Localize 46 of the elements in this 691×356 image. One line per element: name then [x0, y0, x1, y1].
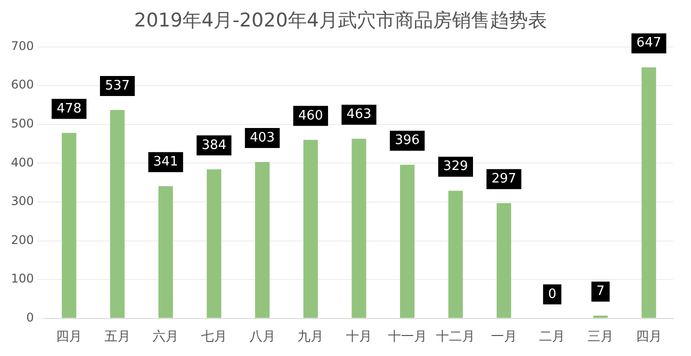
- x-tick-label: 十二月: [436, 330, 476, 345]
- x-tick-label: 四月: [636, 330, 662, 345]
- bar: [158, 186, 173, 318]
- data-label: 297: [491, 172, 516, 187]
- data-label: 460: [298, 108, 324, 124]
- data-label: 7: [596, 284, 605, 300]
- data-label: 647: [636, 36, 662, 51]
- bar: [255, 162, 270, 318]
- x-tick-label: 一月: [490, 330, 517, 345]
- chart-title: 2019年4月-2020年4月武穴市商品房销售趋势表: [134, 9, 547, 32]
- bar: [352, 138, 366, 318]
- x-tick-label: 五月: [104, 330, 130, 345]
- x-tick-label: 四月: [56, 330, 82, 345]
- x-tick-label: 十月: [346, 330, 372, 345]
- data-label: 403: [250, 130, 275, 146]
- data-label: 396: [394, 133, 420, 148]
- x-tick-label: 三月: [588, 330, 614, 345]
- x-tick-label: 九月: [298, 330, 324, 345]
- data-label: 329: [443, 159, 468, 174]
- x-tick-label: 十一月: [388, 330, 427, 345]
- y-tick-label: 100: [11, 272, 34, 286]
- data-label: 0: [548, 286, 556, 302]
- data-label: 341: [153, 154, 178, 170]
- bar: [206, 169, 222, 318]
- x-tick-label: 七月: [201, 330, 228, 345]
- data-label: 463: [346, 107, 372, 122]
- bar: [642, 67, 656, 318]
- y-tick-label: 200: [11, 232, 34, 247]
- x-tick-label: 八月: [249, 330, 276, 345]
- y-tick-label: 300: [11, 194, 34, 208]
- y-tick-label: 500: [11, 116, 34, 131]
- y-tick-label: 0: [26, 310, 34, 325]
- bar: [110, 110, 125, 318]
- data-label: 537: [104, 78, 130, 94]
- data-label: 478: [56, 101, 82, 116]
- bar: [448, 190, 463, 318]
- y-tick-label: 600: [11, 78, 34, 92]
- y-tick-label: 400: [11, 155, 34, 170]
- x-tick-label: 二月: [539, 330, 566, 345]
- bar: [303, 140, 318, 318]
- bar: [496, 203, 512, 318]
- data-label: 384: [202, 138, 226, 153]
- x-tick-label: 六月: [152, 330, 179, 345]
- y-tick-label: 700: [11, 38, 34, 53]
- bar: [62, 132, 76, 318]
- bar: [400, 164, 415, 318]
